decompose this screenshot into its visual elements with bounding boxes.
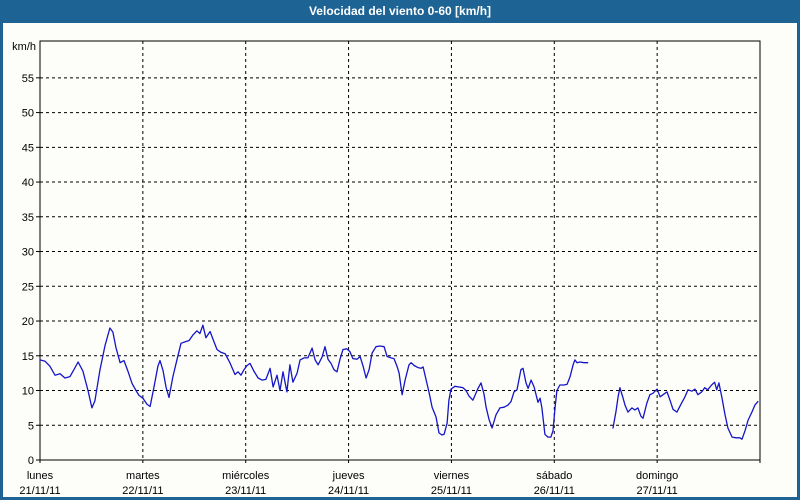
x-day-label: jueves xyxy=(332,470,365,482)
y-tick-label: 40 xyxy=(22,177,34,189)
wind-speed-line xyxy=(39,324,589,438)
y-axis-unit-label: km/h xyxy=(12,41,36,53)
x-day-label: miércoles xyxy=(222,470,270,482)
chart-title-bar: Velocidad del viento 0-60 [km/h] xyxy=(0,0,800,23)
chart-title: Velocidad del viento 0-60 [km/h] xyxy=(308,4,492,18)
x-date-label: 26/11/11 xyxy=(534,485,575,497)
y-tick-label: 10 xyxy=(22,386,34,398)
y-tick-label: 25 xyxy=(22,281,34,293)
x-day-label: domingo xyxy=(636,470,678,482)
x-date-label: 21/11/11 xyxy=(19,485,60,497)
y-tick-label: 20 xyxy=(22,316,34,328)
y-tick-label: 5 xyxy=(28,420,34,432)
y-tick-label: 0 xyxy=(28,455,34,467)
x-day-label: sábado xyxy=(536,470,572,482)
y-tick-label: 15 xyxy=(22,351,34,363)
y-tick-label: 45 xyxy=(22,142,34,154)
y-tick-label: 30 xyxy=(22,247,34,259)
x-date-label: 22/11/11 xyxy=(122,485,163,497)
x-date-label: 25/11/11 xyxy=(431,485,472,497)
x-day-label: lunes xyxy=(27,470,54,482)
y-tick-label: 55 xyxy=(22,73,34,85)
wind-speed-line xyxy=(612,381,759,440)
x-day-label: viernes xyxy=(434,470,470,482)
plot-frame xyxy=(39,40,761,461)
x-date-label: 24/11/11 xyxy=(328,485,369,497)
x-day-label: martes xyxy=(126,470,160,482)
y-tick-label: 35 xyxy=(22,212,34,224)
y-tick-label: 50 xyxy=(22,108,34,120)
x-date-label: 27/11/11 xyxy=(637,485,678,497)
x-date-label: 23/11/11 xyxy=(225,485,266,497)
